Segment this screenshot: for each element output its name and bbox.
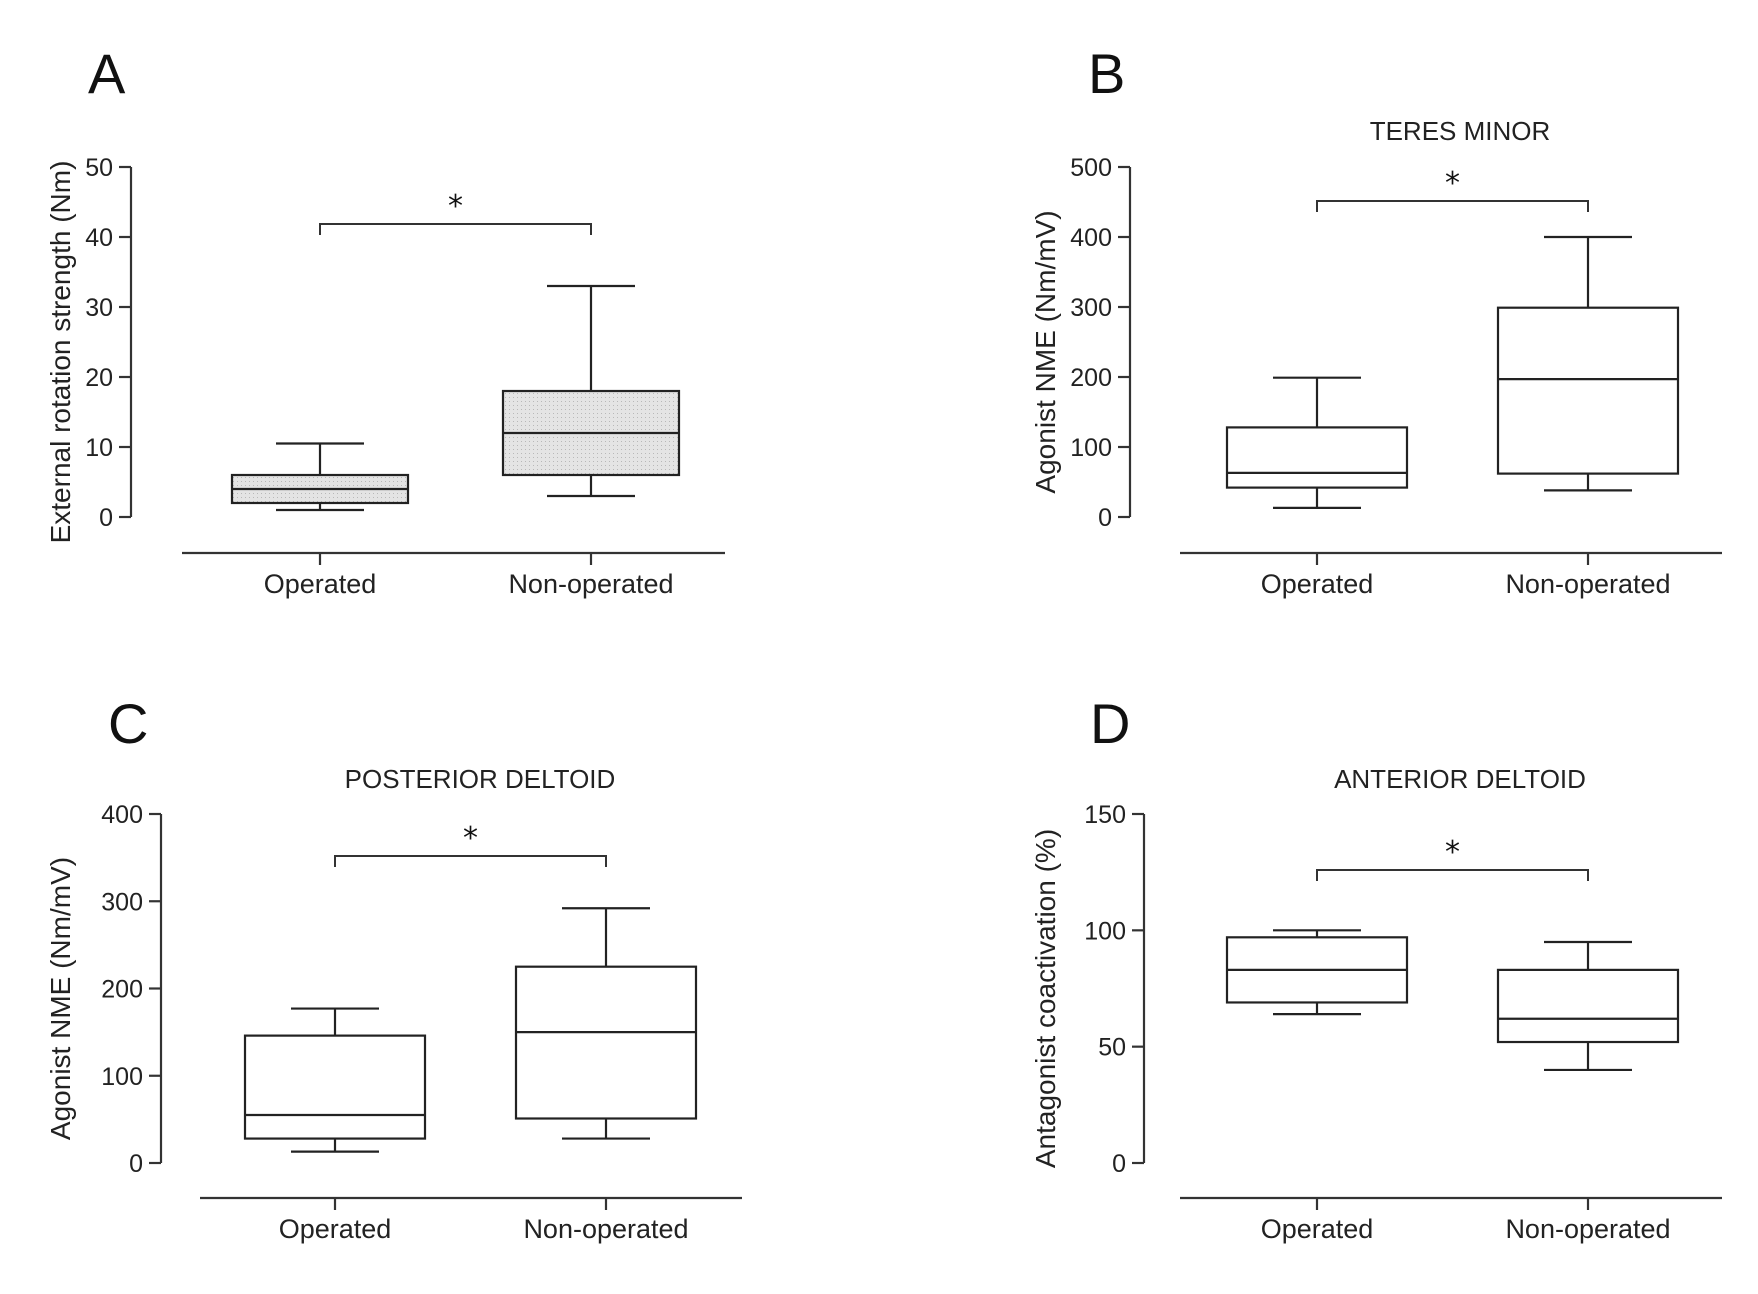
y-axis-title: Agonist NME (Nm/mV)	[45, 857, 76, 1140]
y-tick-label: 400	[1070, 224, 1112, 252]
y-tick-label: 50	[85, 154, 113, 182]
panel-title: ANTERIOR DELTOID	[1334, 764, 1586, 794]
chart-panel-b: B TERES MINOR 0 100 200 300 400 500 Agonist NME …	[1030, 42, 1722, 599]
y-tick-label: 20	[85, 364, 113, 392]
box-iqr	[243, 1034, 427, 1140]
x-category-label: Non-operated	[508, 569, 673, 599]
y-axis-title: Antagonist coactivation (%)	[1030, 829, 1061, 1168]
y-tick-label: 0	[129, 1150, 143, 1178]
panel-letter: B	[1088, 42, 1125, 105]
y-tick-label: 0	[1112, 1150, 1126, 1178]
chart-panel-c: C POSTERIOR DELTOID 0 100 200 300 400 Agonist N…	[45, 692, 742, 1244]
panel-title: TERES MINOR	[1370, 116, 1551, 146]
y-tick-label: 50	[1098, 1034, 1126, 1062]
panel-letter: D	[1090, 692, 1130, 755]
y-tick-label: 0	[1098, 504, 1112, 532]
y-tick-label: 100	[101, 1063, 143, 1091]
box-iqr	[1496, 968, 1680, 1044]
significance-marker: *	[448, 189, 463, 224]
significance-bracket	[1316, 200, 1589, 212]
box-plot-operated	[243, 1007, 427, 1153]
x-category-label: Non-operated	[523, 1214, 688, 1244]
box-plot-operated	[1225, 929, 1409, 1016]
y-tick-label: 200	[101, 976, 143, 1004]
y-tick-label: 500	[1070, 154, 1112, 182]
box-plot-non-operated	[1496, 235, 1680, 492]
y-tick-label: 100	[1070, 434, 1112, 462]
y-tick-label: 100	[1084, 917, 1126, 945]
box-plot-operated	[1225, 376, 1409, 509]
y-tick-label: 0	[99, 504, 113, 532]
chart-panel-a: A 0 10 20 30 40 50 External rotation strength (…	[45, 42, 725, 599]
significance-marker: *	[463, 821, 478, 856]
y-axis-title: External rotation strength (Nm)	[45, 161, 76, 544]
y-tick-label: 300	[1070, 294, 1112, 322]
y-tick-label: 300	[101, 888, 143, 916]
box-plot-operated	[230, 442, 410, 512]
significance-bracket	[334, 855, 607, 867]
box-iqr	[514, 965, 698, 1120]
x-category-label: Non-operated	[1505, 1214, 1670, 1244]
box-plot-non-operated	[514, 907, 698, 1140]
y-tick-label: 200	[1070, 364, 1112, 392]
significance-bracket	[1316, 869, 1589, 881]
y-tick-label: 400	[101, 801, 143, 829]
x-category-label: Non-operated	[1505, 569, 1670, 599]
y-tick-label: 150	[1084, 801, 1126, 829]
y-axis-title: Agonist NME (Nm/mV)	[1030, 210, 1061, 493]
box-iqr	[1496, 306, 1680, 475]
y-tick-label: 10	[85, 434, 113, 462]
x-category-label: Operated	[279, 1214, 392, 1244]
box-plot-non-operated	[501, 284, 681, 498]
significance-marker: *	[1445, 166, 1460, 201]
y-tick-label: 40	[85, 224, 113, 252]
x-category-label: Operated	[1261, 569, 1374, 599]
chart-panel-d: D ANTERIOR DELTOID 0 50 100 150 Antagonist coa…	[1030, 692, 1722, 1244]
box-plot-non-operated	[1496, 940, 1680, 1072]
box-iqr	[1225, 426, 1409, 489]
panel-title: POSTERIOR DELTOID	[345, 764, 616, 794]
panel-letter: A	[88, 42, 126, 105]
x-category-label: Operated	[1261, 1214, 1374, 1244]
significance-bracket	[319, 223, 592, 235]
x-category-label: Operated	[264, 569, 377, 599]
panel-letter: C	[108, 692, 148, 755]
y-tick-label: 30	[85, 294, 113, 322]
significance-marker: *	[1445, 835, 1460, 870]
